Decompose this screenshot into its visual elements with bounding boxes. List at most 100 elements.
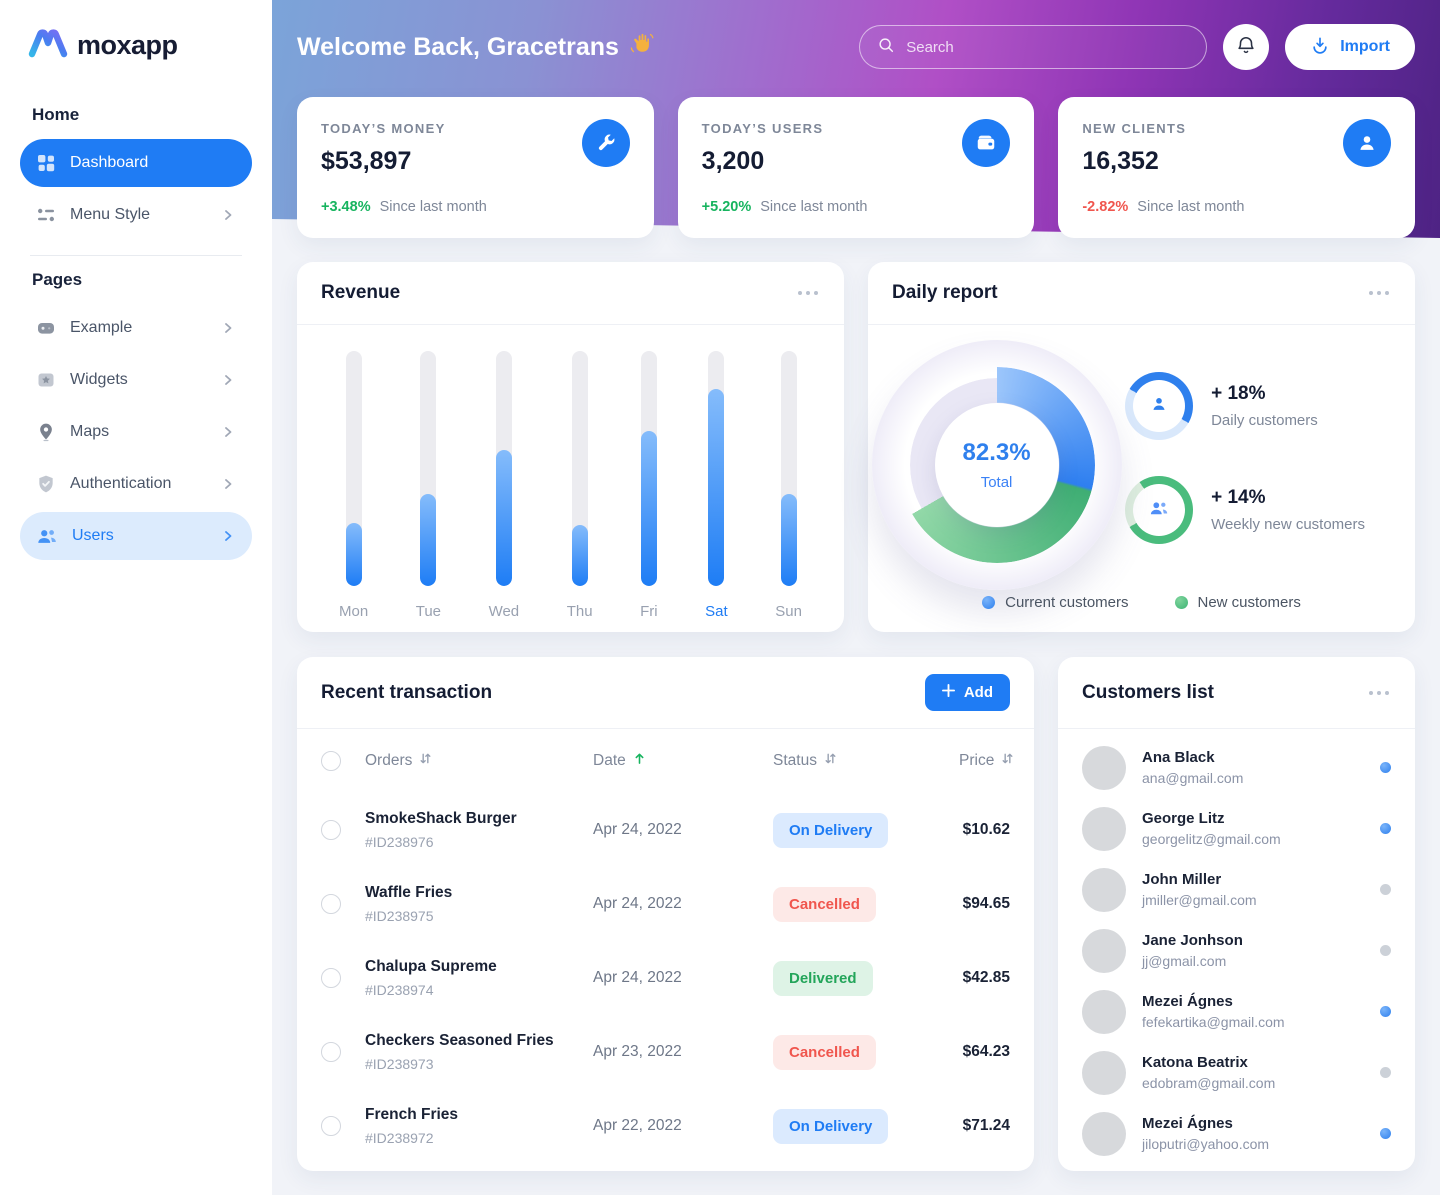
customer-info: Ana Black ana@gmail.com (1142, 749, 1243, 786)
column-header-orders[interactable]: Orders (365, 752, 593, 770)
customer-name: Mezei Ágnes (1142, 1115, 1233, 1132)
search-input[interactable] (906, 38, 1190, 56)
more-menu-icon[interactable] (796, 285, 820, 301)
bar-label[interactable]: Mon (339, 603, 369, 620)
column-header-price[interactable]: Price (959, 752, 1014, 770)
customer-email: jj@gmail.com (1142, 953, 1227, 969)
sidebar-item-authentication[interactable]: Authentication (20, 460, 252, 508)
customer-name: George Litz (1142, 810, 1225, 827)
logo[interactable]: moxapp (20, 22, 252, 93)
bar-fill (345, 522, 362, 586)
sidebar-item-dashboard[interactable]: Dashboard (20, 139, 252, 187)
donut-zone: 82.3% Total (868, 325, 1125, 631)
revenue-bar-wed[interactable]: Wed (488, 351, 520, 620)
customer-info: John Miller jmiller@gmail.com (1142, 871, 1257, 908)
weekly-customers-label: Weekly new customers (1211, 516, 1366, 533)
revenue-bar-sat[interactable]: Sat (705, 351, 728, 620)
order-date: Apr 24, 2022 (593, 895, 682, 912)
revenue-bar-fri[interactable]: Fri (640, 351, 658, 620)
sidebar-item-maps[interactable]: Maps (20, 408, 252, 456)
row-checkbox[interactable] (321, 968, 341, 988)
sidebar-section-home: Home (32, 105, 80, 124)
wallet-icon (962, 119, 1011, 167)
sidebar-item-label: Users (72, 527, 114, 544)
bar-fill (571, 524, 588, 586)
revenue-bar-mon[interactable]: Mon (339, 351, 368, 620)
bar-label[interactable]: Sun (775, 603, 802, 620)
order-id: #ID238976 (365, 834, 434, 850)
column-header-date[interactable]: Date (593, 752, 773, 770)
online-status-dot (1380, 823, 1391, 834)
chevron-right-icon (220, 528, 236, 544)
welcome-text: Welcome Back, Gracetrans (297, 32, 619, 61)
order-status-cell: On Delivery (773, 812, 959, 848)
customer-email: jmiller@gmail.com (1142, 892, 1257, 908)
order-cell: Chalupa Supreme #ID238974 (365, 958, 593, 998)
more-menu-icon[interactable] (1367, 685, 1391, 701)
avatar (1082, 928, 1126, 973)
select-all-checkbox[interactable] (321, 751, 341, 771)
daily-customers-stat: + 18% Daily customers (1125, 372, 1415, 440)
customer-row[interactable]: Mezei Ágnes fefekartika@gmail.com (1082, 981, 1391, 1042)
revenue-bar-sun[interactable]: Sun (775, 351, 802, 620)
import-button[interactable]: Import (1285, 24, 1415, 70)
revenue-bar-thu[interactable]: Thu (567, 351, 593, 620)
column-header-status[interactable]: Status (773, 752, 959, 770)
sidebar-item-widgets[interactable]: Widgets (20, 356, 252, 404)
stat-delta: +3.48% (321, 199, 371, 215)
stat-value: $53,897 (321, 147, 412, 175)
order-status-cell: On Delivery (773, 1108, 959, 1144)
order-price: $42.85 (962, 969, 1010, 986)
bar-track (495, 351, 512, 586)
customer-row[interactable]: John Miller jmiller@gmail.com (1082, 859, 1391, 920)
row-checkbox[interactable] (321, 1116, 341, 1136)
bar-track (420, 351, 437, 586)
stat-title: TODAY’S USERS (701, 121, 824, 136)
status-badge: On Delivery (773, 1108, 889, 1144)
grid-icon (36, 153, 56, 173)
sidebar-item-users[interactable]: Users (20, 512, 252, 560)
daily-report-card: Daily report 82.3% Total (868, 262, 1415, 632)
bar-label[interactable]: Fri (640, 603, 658, 620)
order-cell: French Fries #ID238972 (365, 1106, 593, 1146)
order-price: $71.24 (962, 1117, 1010, 1134)
order-date: Apr 22, 2022 (593, 1117, 682, 1134)
chevron-right-icon (220, 372, 236, 388)
row-checkbox[interactable] (321, 1042, 341, 1062)
row-checkbox[interactable] (321, 894, 341, 914)
donut-total-value: 82.3% (962, 439, 1031, 466)
bar-fill (420, 494, 437, 586)
donut-total-label: Total (980, 474, 1013, 491)
bar-label[interactable]: Thu (566, 603, 593, 620)
notifications-button[interactable] (1223, 24, 1270, 70)
customer-row[interactable]: Mezei Ágnes jiloputri@yahoo.com (1082, 1103, 1391, 1164)
legend-dot-green (1174, 596, 1188, 609)
sidebar-item-example[interactable]: Example (20, 304, 252, 352)
row-checkbox[interactable] (321, 820, 341, 840)
order-date: Apr 23, 2022 (593, 1043, 682, 1060)
bar-label[interactable]: Wed (488, 603, 520, 620)
sidebar-item-label: Maps (70, 423, 110, 440)
add-button[interactable]: Add (924, 674, 1010, 711)
download-icon (1310, 35, 1330, 60)
customer-row[interactable]: George Litz georgelitz@gmail.com (1082, 798, 1391, 859)
customer-row[interactable]: Jane Jonhson jj@gmail.com (1082, 920, 1391, 981)
order-id: #ID238973 (365, 1056, 434, 1072)
revenue-bar-tue[interactable]: Tue (416, 351, 441, 620)
bar-label[interactable]: Tue (415, 603, 442, 620)
sort-icon (824, 752, 837, 770)
stats-row: TODAY’S MONEY $53,897 +3.48% Since last … (297, 97, 1416, 238)
customer-name: Katona Beatrix (1142, 1054, 1248, 1071)
sidebar-item-menu-style[interactable]: Menu Style (20, 191, 252, 239)
customer-row[interactable]: Katona Beatrix edobram@gmail.com (1082, 1042, 1391, 1103)
more-menu-icon[interactable] (1367, 285, 1391, 301)
stat-delta: +5.20% (701, 199, 752, 215)
bar-label[interactable]: Sat (705, 603, 728, 620)
legend-current-customers: Current customers (982, 594, 1129, 611)
sidebar: moxapp Home Dashboard Menu Style (0, 0, 272, 1195)
search-bar[interactable] (859, 25, 1208, 69)
sidebar-item-label: Authentication (70, 475, 172, 492)
customer-row[interactable]: Ana Black ana@gmail.com (1082, 737, 1391, 798)
customers-list-title: Customers list (1082, 681, 1214, 703)
